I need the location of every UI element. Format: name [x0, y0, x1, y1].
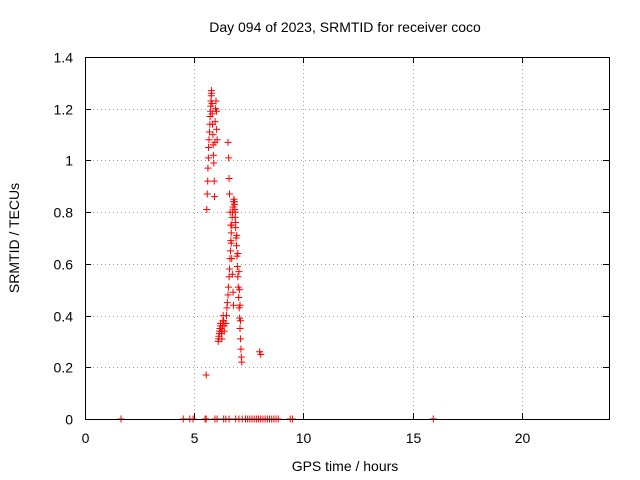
- data-point: [231, 198, 239, 206]
- data-point: [233, 262, 241, 270]
- data-point: [228, 270, 236, 278]
- x-tick-label: 15: [406, 430, 422, 446]
- y-axis-label: SRMTID / TECUs: [6, 183, 22, 293]
- data-point: [229, 301, 237, 309]
- data-point: [211, 118, 219, 126]
- data-point: [229, 288, 237, 296]
- data-point: [203, 190, 211, 198]
- data-point: [227, 221, 235, 229]
- data-point: [210, 159, 218, 167]
- y-tick-label: 0: [65, 412, 73, 428]
- grid: [85, 57, 609, 419]
- data-point: [234, 273, 242, 281]
- data-point: [236, 286, 244, 294]
- data-point: [220, 327, 228, 335]
- y-tick-label: 0.2: [54, 360, 74, 376]
- data-point: [208, 100, 216, 108]
- data-point: [226, 265, 234, 273]
- data-point: [238, 358, 246, 366]
- data-point: [233, 242, 241, 250]
- data-point: [204, 154, 212, 162]
- data-point: [204, 164, 212, 172]
- data-point: [236, 301, 244, 309]
- x-axis-label: GPS time / hours: [292, 458, 399, 474]
- x-tick-label: 10: [296, 430, 312, 446]
- data-point: [218, 335, 226, 343]
- data-point: [223, 299, 231, 307]
- data-point: [212, 97, 220, 105]
- data-point: [202, 371, 210, 379]
- data-point: [224, 291, 232, 299]
- data-point: [222, 319, 230, 327]
- x-tick-label: 20: [515, 430, 531, 446]
- data-point: [213, 125, 221, 133]
- data-point: [213, 136, 221, 144]
- data-point: [224, 283, 232, 291]
- y-tick-label: 0.6: [54, 257, 74, 273]
- data-point: [205, 144, 213, 151]
- data-point: [228, 255, 236, 263]
- data-point: [226, 190, 234, 198]
- data-point: [210, 177, 218, 185]
- y-tick-label: 1.2: [54, 102, 74, 118]
- x-tick-label: 0: [82, 430, 90, 446]
- data-point: [257, 350, 265, 358]
- data-point: [236, 335, 244, 343]
- data-point: [227, 239, 235, 247]
- data-point: [236, 317, 244, 325]
- plot-frame: [85, 57, 610, 420]
- y-axis: 0 0.2 0.4 0.6 0.8 1 1.2 1.4: [54, 50, 609, 428]
- data-point: [237, 345, 245, 353]
- data-point: [208, 89, 216, 97]
- data-point: [210, 193, 218, 201]
- x-axis: 0 5 10 15 20: [82, 57, 531, 446]
- y-tick-label: 1.4: [54, 50, 74, 66]
- data-point: [236, 325, 244, 332]
- y-tick-label: 0.4: [54, 309, 74, 325]
- data-point: [235, 293, 243, 301]
- data-point: [205, 136, 213, 144]
- data-point: [224, 138, 232, 146]
- data-point: [209, 131, 217, 139]
- data-point: [233, 231, 241, 239]
- data-point: [235, 268, 243, 276]
- data-point: [231, 208, 239, 216]
- data-point: [204, 177, 212, 185]
- x-tick-label: 5: [191, 430, 199, 446]
- data-series: [117, 87, 437, 423]
- chart-title: Day 094 of 2023, SRMTID for receiver coc…: [209, 19, 481, 35]
- data-point: [226, 247, 234, 255]
- data-point: [222, 312, 230, 320]
- data-point: [234, 250, 242, 258]
- data-point: [232, 218, 240, 226]
- data-point: [209, 151, 217, 159]
- data-point: [225, 175, 233, 183]
- data-point: [212, 107, 220, 115]
- data-point: [203, 206, 211, 214]
- data-point: [225, 154, 233, 162]
- y-tick-label: 0.8: [54, 205, 74, 221]
- data-point: [227, 229, 235, 237]
- data-point: [208, 110, 216, 118]
- y-tick-label: 1: [65, 153, 73, 169]
